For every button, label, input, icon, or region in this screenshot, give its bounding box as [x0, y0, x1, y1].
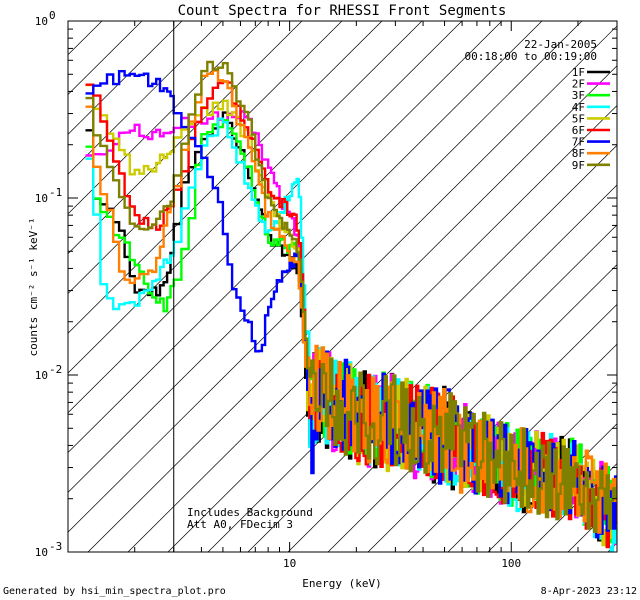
- y-tick-label: 10: [35, 192, 48, 205]
- hatch-line: [68, 21, 463, 414]
- note-attenuator: Att A0, FDecim 3: [187, 518, 293, 531]
- x-axis-label: Energy (keV): [302, 577, 381, 590]
- x-tick-label: 10: [283, 557, 296, 570]
- y-tick-exponent: -1: [49, 186, 62, 199]
- hatch-line: [607, 542, 617, 552]
- hatch-line: [68, 21, 143, 96]
- y-tick-exponent: -3: [49, 540, 62, 553]
- hatch-line: [0, 15, 28, 552]
- spectra-series: [85, 60, 617, 552]
- y-tick-label: 10: [35, 15, 48, 28]
- legend-label-3F: 3F: [572, 89, 585, 102]
- legend-label-6F: 6F: [572, 124, 585, 137]
- hatch-line: [68, 21, 303, 255]
- hatch-line: [247, 184, 617, 552]
- x-tick-label: 100: [501, 557, 521, 570]
- hatch-line: [207, 144, 617, 552]
- hatch-line: [127, 65, 617, 552]
- hatch-line: [87, 25, 617, 552]
- legend-label-4F: 4F: [572, 101, 585, 114]
- chart-title: Count Spectra for RHESSI Front Segments: [178, 3, 507, 19]
- footer-generated-by: Generated by hsi_min_spectra_plot.pro: [3, 586, 226, 597]
- series-8F: [85, 69, 617, 534]
- hatch-line: [68, 21, 583, 533]
- hatch-line: [68, 21, 343, 294]
- legend-label-8F: 8F: [572, 147, 585, 160]
- hatch-line: [68, 21, 103, 56]
- legend-label-7F: 7F: [572, 136, 585, 149]
- legend-label-2F: 2F: [572, 78, 585, 91]
- hatch-line: [68, 21, 383, 334]
- legend-label-1F: 1F: [572, 66, 585, 79]
- axis-ticks: [67, 20, 618, 553]
- observation-date: 22-Jan-2005: [524, 38, 597, 51]
- observation-time-range: 00:18:00 to 00:19:00: [465, 50, 597, 63]
- y-axis-label: counts cm⁻² s⁻¹ keV⁻¹: [27, 217, 40, 356]
- y-tick-exponent: 0: [49, 9, 56, 22]
- hatch-line: [167, 105, 617, 552]
- plot-frame: [67, 20, 618, 553]
- series-9F: [85, 60, 617, 533]
- y-tick-label: 10: [35, 546, 48, 559]
- y-tick-label: 10: [35, 369, 48, 382]
- y-tick-exponent: -2: [49, 363, 62, 376]
- hatch-line: [68, 21, 263, 215]
- hatch-line: [68, 21, 183, 135]
- hatch-line: [68, 21, 503, 454]
- hatch-line: [68, 21, 423, 374]
- legend-label-9F: 9F: [572, 159, 585, 172]
- legend-label-5F: 5F: [572, 112, 585, 125]
- hatch-region: [68, 21, 174, 552]
- x-tick-labels: 10 100: [283, 557, 521, 570]
- note-background: Includes Background: [187, 506, 313, 519]
- hatch-line: [68, 21, 223, 175]
- footer-timestamp: 8-Apr-2023 23:12: [541, 586, 637, 597]
